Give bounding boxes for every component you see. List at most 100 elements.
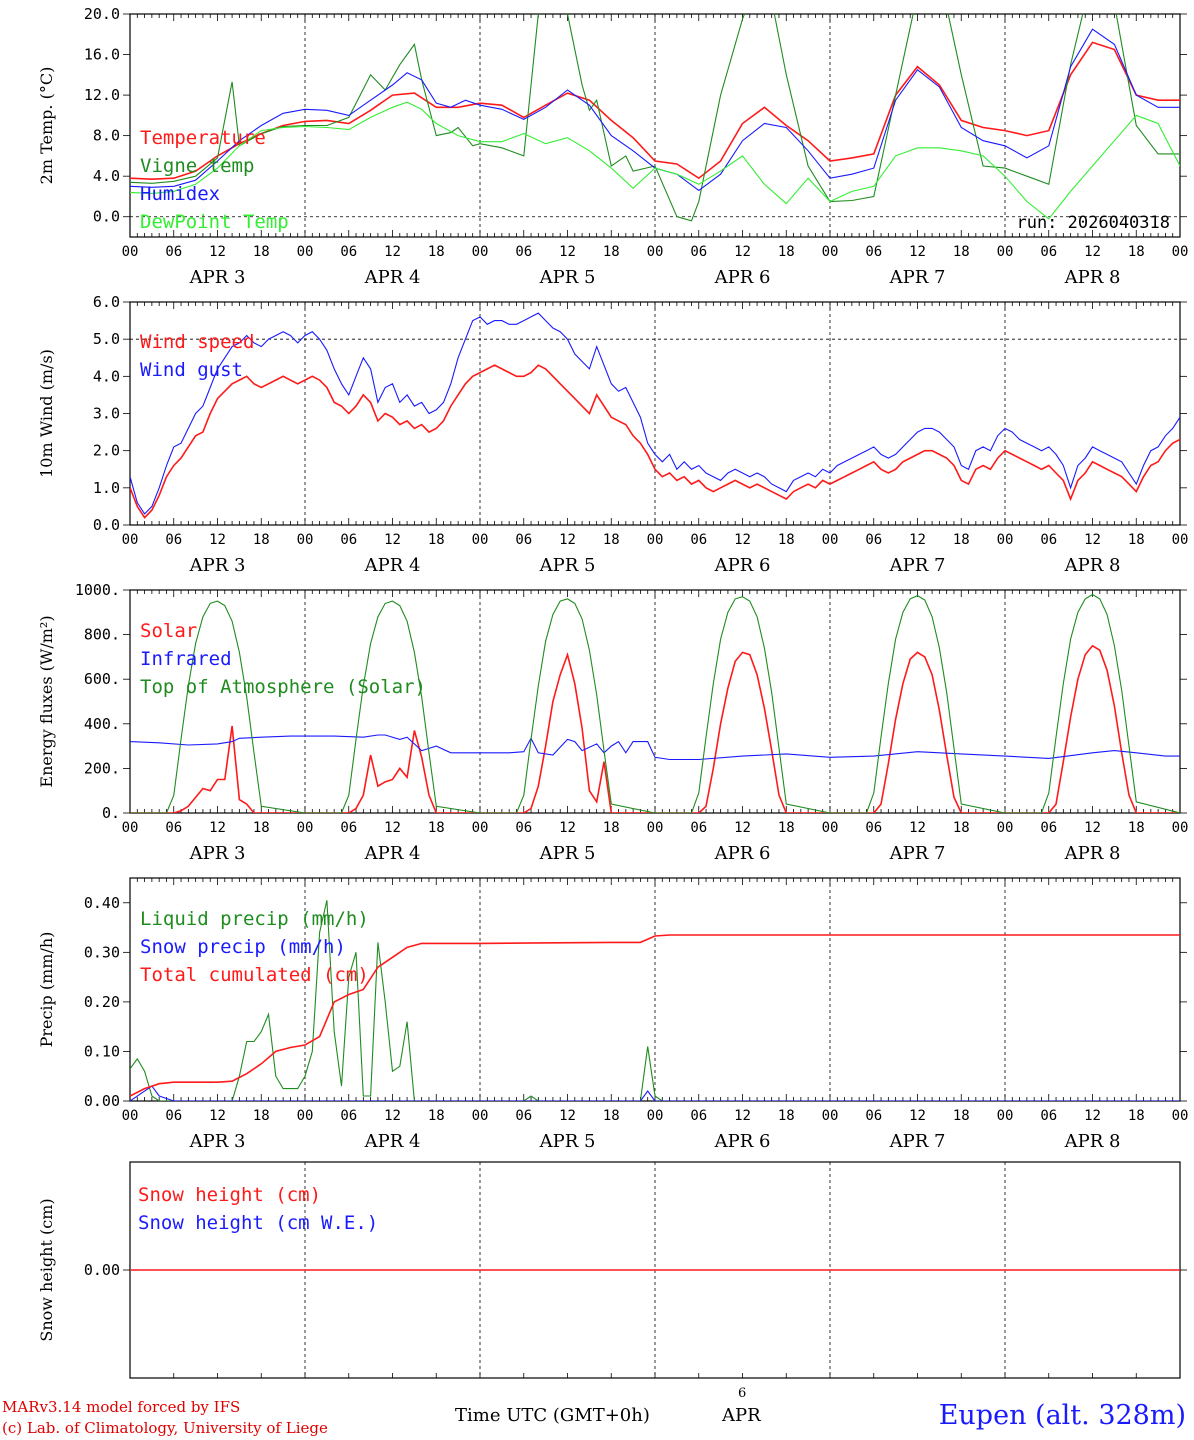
legend-entry: Infrared [140,648,232,670]
legend-entry: Wind gust [140,359,243,381]
x-tick-label: 12 [209,1108,226,1124]
x-tick-label: 06 [690,820,707,836]
day-label: APR 4 [364,267,421,288]
x-tick-label: 00 [472,532,489,548]
series-line-temperature [130,41,1180,181]
x-tick-label: 06 [865,1108,882,1124]
day-label: APR 7 [889,267,946,288]
y-tick-label: 0.00 [84,1261,120,1279]
x-tick-label: 00 [1172,1108,1189,1124]
x-tick-label: 18 [1128,1108,1145,1124]
day-label: APR 8 [1064,1131,1121,1152]
x-tick-label: 12 [909,532,926,548]
y-tick-label: 200. [84,759,120,777]
x-tick-label: 18 [428,820,445,836]
y-tick-label: 0.10 [84,1042,120,1060]
x-tick-label: 18 [778,532,795,548]
x-tick-label: 12 [734,1108,751,1124]
x-tick-label: 06 [340,820,357,836]
x-tick-label: 18 [1128,820,1145,836]
day-label: APR 8 [1064,267,1121,288]
x-tick-label: 00 [997,1108,1014,1124]
x-tick-label: 18 [1128,244,1145,260]
series-line-snow-precip-mm-h [130,1085,1180,1101]
x-tick-label: 00 [647,820,664,836]
x-tick-label: 00 [997,820,1014,836]
y-tick-label: 4.0 [93,167,120,185]
y-tick-label: 0.40 [84,894,120,912]
x-tick-label: 18 [778,1108,795,1124]
x-tick-label: 12 [384,1108,401,1124]
x-tick-label: 18 [778,244,795,260]
x-tick-label: 06 [1040,1108,1057,1124]
y-tick-label: 16.0 [84,46,120,64]
x-tick-label: 00 [822,820,839,836]
x-tick-label: 00 [297,820,314,836]
day-label: APR 8 [1064,555,1121,576]
x-tick-label: 00 [997,244,1014,260]
y-tick-label: 0.20 [84,993,120,1011]
model-credit: MARv3.14 model forced by IFS [2,1398,241,1416]
series-line-vigne-temp [130,14,1180,222]
x-tick-label: 12 [384,532,401,548]
y-axis-label: Precip (mm/h) [37,932,56,1048]
x-tick-label: 18 [778,820,795,836]
x-tick-label: 00 [122,1108,139,1124]
x-tick-label: 06 [865,820,882,836]
x-tick-label: 00 [647,1108,664,1124]
legend-entry: Wind speed [140,331,254,353]
x-tick-label: 18 [953,532,970,548]
day-label: APR 7 [889,1131,946,1152]
x-tick-label: 12 [559,532,576,548]
x-tick-label: 00 [122,244,139,260]
x-tick-label: 06 [865,532,882,548]
x-tick-label: 18 [428,244,445,260]
y-axis-label: 2m Temp. (°C) [37,67,56,185]
y-tick-label: 20.0 [84,5,120,23]
y-axis-label: 10m Wind (m/s) [37,349,56,478]
x-tick-label: 06 [1040,244,1057,260]
center-day-label: 6 [738,1386,747,1401]
day-label: APR 5 [539,555,596,576]
x-tick-label: 12 [1084,532,1101,548]
x-tick-label: 18 [603,532,620,548]
x-tick-label: 18 [253,244,270,260]
x-tick-label: 18 [953,244,970,260]
y-tick-label: 5.0 [93,330,120,348]
x-tick-label: 06 [165,1108,182,1124]
y-tick-label: 1.0 [93,479,120,497]
series-line-humidex [130,28,1180,192]
day-label: APR 4 [364,1131,421,1152]
x-tick-label: 00 [297,1108,314,1124]
x-tick-label: 00 [1172,820,1189,836]
x-tick-label: 00 [472,1108,489,1124]
x-tick-label: 18 [253,532,270,548]
legend-entry: Solar [140,620,197,642]
legend-entry: Top of Atmosphere (Solar) [140,676,426,698]
x-tick-label: 06 [165,532,182,548]
x-tick-label: 00 [997,532,1014,548]
legend-entry: Liquid precip (mm/h) [140,908,369,930]
y-tick-label: 12.0 [84,86,120,104]
series-line-wind-speed [130,364,1180,519]
day-label: APR 6 [714,843,771,864]
legend-entry: Vigne temp [140,155,254,177]
day-label: APR 3 [189,267,246,288]
day-label: APR 8 [1064,843,1121,864]
legend-entry: Total cumulated (cm) [140,964,369,986]
legend-entry: Snow height (cm) [138,1184,321,1206]
center-month-label: APR [722,1405,761,1426]
x-tick-label: 18 [953,820,970,836]
x-tick-label: 00 [647,244,664,260]
x-tick-label: 00 [822,244,839,260]
x-tick-label: 00 [822,1108,839,1124]
series-line-liquid-precip-mm-h [130,900,1180,1101]
day-label: APR 3 [189,555,246,576]
day-label: APR 5 [539,843,596,864]
station-title: Eupen (alt. 328m) [938,1400,1186,1431]
x-tick-label: 12 [734,244,751,260]
x-tick-label: 00 [122,532,139,548]
x-tick-label: 12 [909,820,926,836]
plot-frame-energy [129,589,1181,814]
x-tick-label: 18 [953,1108,970,1124]
